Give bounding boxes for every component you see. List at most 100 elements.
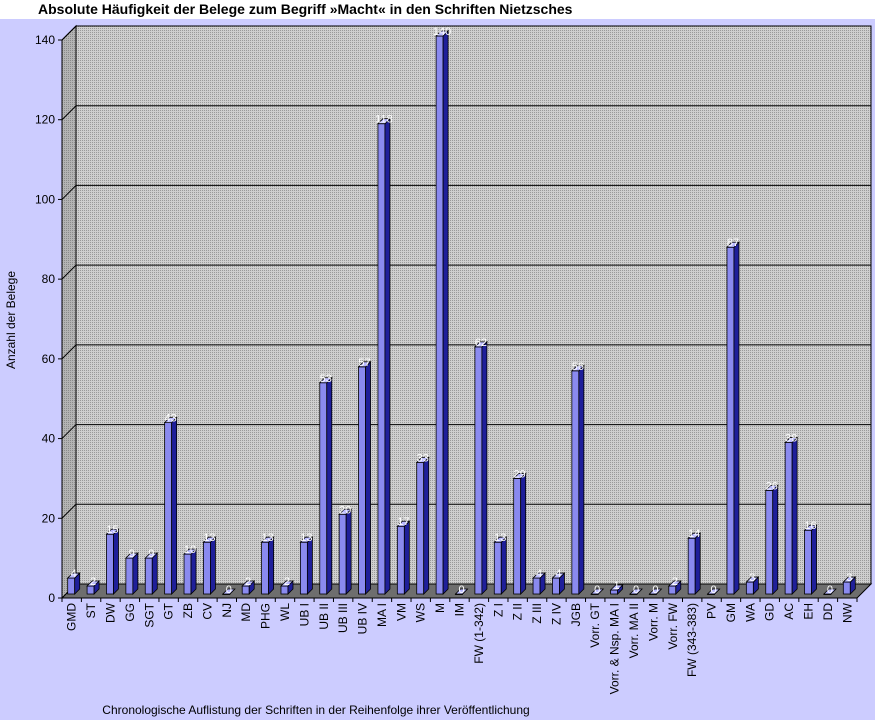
- bar-side: [171, 416, 178, 595]
- gridline: [61, 503, 871, 519]
- x-tick-label: WA: [743, 603, 757, 622]
- x-tick-label: ZB: [181, 603, 195, 618]
- bar-front: [435, 35, 444, 595]
- bar-front: [513, 478, 522, 595]
- y-tick-label: 20: [42, 511, 56, 525]
- bar-top: [415, 457, 430, 463]
- bar: 16: [803, 520, 818, 595]
- chart-title: Absolute Häufigkeit der Belege zum Begri…: [38, 1, 573, 17]
- x-tick-label: Vorr. GT: [588, 602, 602, 647]
- bar: 2: [241, 576, 256, 595]
- bar-front: [203, 541, 211, 595]
- data-label: 3: [846, 572, 852, 584]
- bar-top: [357, 361, 372, 368]
- x-tick-label: UB III: [336, 603, 350, 633]
- title-bar: Absolute Häufigkeit der Belege zum Begri…: [0, 0, 875, 19]
- bar-side: [403, 520, 410, 595]
- x-tick-label: PV: [705, 603, 719, 619]
- y-tick-label: 140: [35, 33, 55, 47]
- data-label: 38: [785, 433, 797, 445]
- data-label: 9: [129, 548, 135, 560]
- x-tick-label: VM: [394, 603, 408, 621]
- data-label: 140: [433, 26, 451, 38]
- bar: 57: [357, 357, 372, 595]
- bar-front: [493, 541, 502, 595]
- data-label: 62: [475, 337, 487, 349]
- bar-front: [416, 462, 425, 595]
- data-label: 33: [417, 452, 429, 464]
- data-label: 2: [90, 576, 96, 588]
- bar-front: [183, 553, 192, 595]
- bar: 2: [280, 576, 294, 595]
- bar: 38: [784, 433, 799, 595]
- data-label: 0: [827, 584, 833, 596]
- bar: 17: [396, 516, 411, 595]
- bar-front: [784, 442, 793, 595]
- bar-top: [66, 572, 81, 579]
- bar: 3: [745, 572, 760, 595]
- data-label: 13: [300, 532, 312, 544]
- x-tick-label: UB IV: [356, 603, 370, 634]
- bar-side: [578, 364, 585, 595]
- y-tick-label: 0: [48, 591, 55, 605]
- bar-front: [261, 541, 269, 595]
- bar-front: [687, 537, 696, 595]
- x-tick-label: DD: [821, 603, 835, 621]
- bar-front: [164, 422, 173, 595]
- bar: 56: [570, 361, 585, 595]
- bar-top: [163, 417, 178, 424]
- bar-side: [113, 528, 119, 595]
- gridline: [61, 184, 871, 200]
- data-label: 1: [614, 580, 620, 592]
- bar-front: [67, 577, 76, 595]
- bar-front: [765, 489, 774, 595]
- x-tick-label: MA I: [375, 603, 389, 627]
- bar-side: [500, 536, 507, 595]
- data-label: 13: [494, 532, 506, 544]
- bar: 33: [415, 452, 430, 595]
- bar: 140: [433, 26, 451, 595]
- bar-top: [202, 536, 217, 543]
- bar-side: [772, 484, 779, 595]
- x-tick-label: M: [433, 603, 447, 613]
- bar: 0: [590, 584, 605, 596]
- x-tick-label: Z II: [511, 603, 525, 620]
- bar: 0: [221, 584, 236, 596]
- bar: 53: [318, 373, 333, 595]
- data-label: 26: [766, 480, 778, 492]
- gridline: [61, 264, 871, 280]
- gridline: [61, 105, 871, 121]
- y-axis-label: Anzahl der Belege: [4, 270, 18, 370]
- data-label: 10: [184, 544, 196, 556]
- data-label: 4: [536, 568, 542, 580]
- bar-top: [105, 528, 120, 535]
- bar-front: [532, 577, 541, 595]
- data-label: 17: [397, 516, 409, 528]
- bar: 13: [202, 532, 217, 595]
- x-axis: GMD ST DW GG SGT GT ZB CV NJ MD PHG WL UB I UB II UB I…: [61, 597, 858, 694]
- bar-side: [210, 536, 216, 595]
- bar-front: [396, 525, 405, 595]
- bar-top: [241, 580, 256, 587]
- gridline: [61, 25, 871, 41]
- bar-top: [299, 536, 314, 543]
- x-tick-label: Vorr. M: [646, 603, 660, 641]
- y-axis: 0 20 40 60 80 100 120 140: [35, 33, 63, 605]
- x-tick-label: EH: [802, 603, 816, 620]
- bar-top: [745, 576, 760, 583]
- bar-top: [183, 548, 198, 555]
- bar-top: [687, 532, 702, 539]
- data-label: 0: [652, 584, 658, 596]
- x-tick-label: Vorr. MA II: [627, 603, 641, 658]
- bar-top: [454, 588, 469, 595]
- x-tick-label: JGB: [569, 603, 583, 626]
- bar-side: [306, 536, 313, 595]
- bar-top: [764, 484, 779, 491]
- bar: 62: [473, 337, 488, 595]
- bar-side: [520, 472, 527, 595]
- x-tick-label: PHG: [259, 603, 273, 629]
- bar-top: [570, 365, 585, 372]
- bar: 0: [706, 584, 721, 596]
- bar-top: [609, 584, 624, 591]
